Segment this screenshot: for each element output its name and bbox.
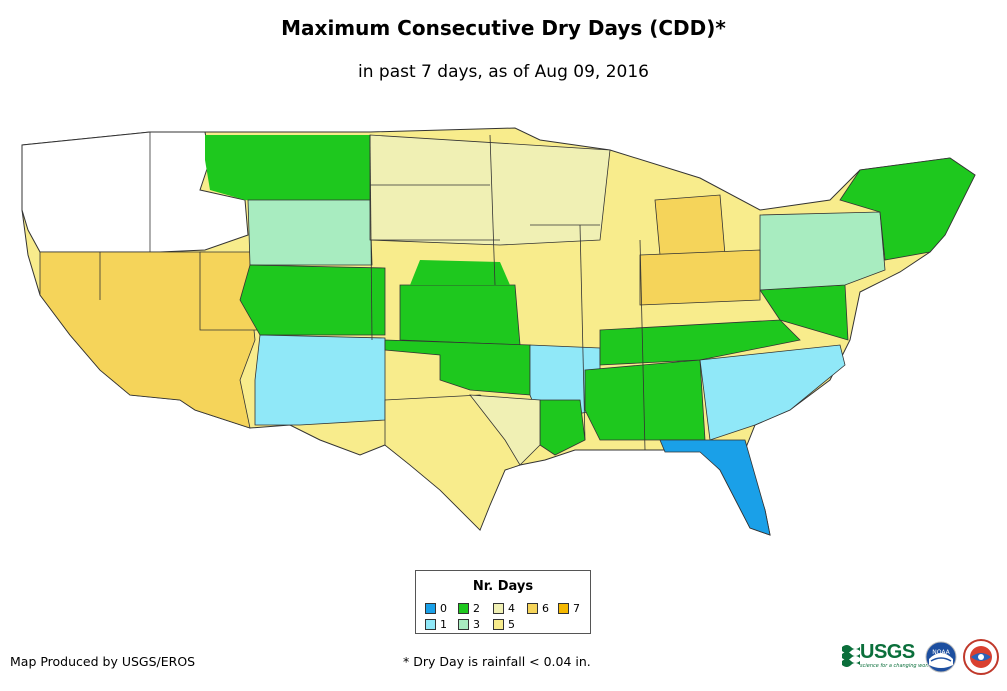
legend-swatch (425, 619, 436, 630)
legend-item-0: 0 (425, 602, 447, 615)
legend-item-6: 6 (527, 602, 549, 615)
legend-swatch (493, 619, 504, 630)
legend-swatch (425, 603, 436, 614)
legend-label: 3 (473, 618, 480, 631)
region-new-england (839, 157, 976, 261)
legend-item-2: 2 (458, 602, 480, 615)
region-florida (659, 439, 771, 536)
map-title: Maximum Consecutive Dry Days (CDD)* (281, 16, 726, 40)
region-indiana-ohio (639, 249, 761, 306)
region-kansas (399, 284, 521, 346)
region-carolinas (699, 344, 846, 441)
usgs-logo: USGS science for a changing world (842, 641, 932, 671)
region-nebraska-green (410, 260, 510, 285)
legend-swatch (558, 603, 569, 614)
legend-item-3: 3 (458, 618, 480, 631)
legend-item-5: 5 (493, 618, 515, 631)
legend-item-4: 4 (493, 602, 515, 615)
legend-label: 2 (473, 602, 480, 615)
legend-swatch (458, 603, 469, 614)
region-tennessee (599, 319, 801, 366)
legend-item-7: 7 (558, 602, 580, 615)
region-mississippi-alabama (584, 359, 706, 441)
legend: Nr. Days 0 1 2 3 4 5 6 7 (415, 570, 591, 634)
usgs-tagline: science for a changing world (860, 663, 932, 669)
noaa-wordmark: NOAA (932, 649, 950, 656)
legend-title: Nr. Days (472, 579, 534, 594)
region-montana (205, 135, 370, 205)
map-credit: Map Produced by USGS/EROS (10, 654, 196, 669)
legend-label: 6 (542, 602, 549, 615)
region-wyoming (247, 199, 373, 266)
usgs-wordmark: USGS (860, 641, 915, 663)
legend-item-1: 1 (425, 618, 447, 631)
legend-label: 4 (508, 602, 515, 615)
legend-label: 1 (440, 618, 447, 631)
legend-swatch (493, 603, 504, 614)
noaa-logo: NOAA (925, 641, 957, 673)
nws-logo (963, 639, 999, 675)
legend-swatch (458, 619, 469, 630)
legend-label: 7 (573, 602, 580, 615)
state-boundaries (99, 132, 646, 451)
region-upper-midwest (369, 134, 611, 246)
map-subtitle: in past 7 days, as of Aug 09, 2016 (358, 62, 649, 82)
region-gulf-coast (469, 394, 541, 466)
legend-swatch (527, 603, 538, 614)
region-new-mexico (254, 334, 386, 426)
region-michigan (654, 194, 726, 256)
region-colorado (239, 264, 386, 336)
usgs-wave-icon (842, 645, 860, 667)
legend-label: 5 (508, 618, 515, 631)
legend-label: 0 (440, 602, 447, 615)
dry-day-footnote: * Dry Day is rainfall < 0.04 in. (403, 654, 591, 669)
